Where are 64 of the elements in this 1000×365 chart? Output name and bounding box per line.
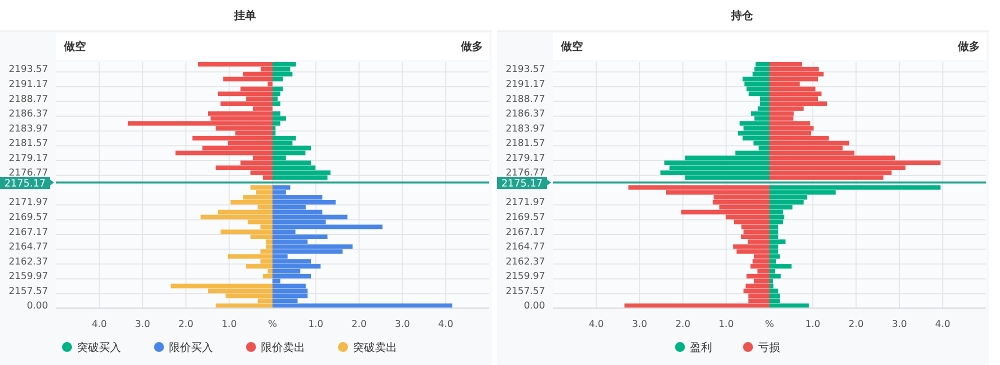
x-tick-label: 1.0 <box>718 319 734 330</box>
y-tick-label: 0.00 <box>524 300 545 312</box>
x-tick-label: 3.0 <box>892 319 907 330</box>
x-tick-label: 1.0 <box>805 319 820 330</box>
y-tick-label: 2162.37 <box>8 256 48 268</box>
legend-label: 突破买入 <box>77 341 121 354</box>
y-tick-label: 2188.77 <box>8 94 48 105</box>
y-tick-label: 2179.17 <box>8 152 48 164</box>
y-tick-label: 2175.17 <box>501 178 543 190</box>
y-tick-label: 2193.57 <box>8 64 48 76</box>
x-tick-label: 4.0 <box>92 319 107 330</box>
legend-label: 盈利 <box>690 341 712 354</box>
text: 做多 <box>957 40 980 53</box>
y-tick-label: 2167.17 <box>506 226 545 238</box>
y-tick-label: 2159.97 <box>506 271 545 282</box>
legend-label: 限价卖出 <box>261 341 305 354</box>
y-tick-label: 2171.97 <box>506 197 545 208</box>
y-tick-label: 2162.37 <box>506 256 545 268</box>
x-tick-label: 2.0 <box>178 319 194 330</box>
y-tick-label: 2157.57 <box>506 286 545 297</box>
y-tick-label: 2179.17 <box>506 152 545 164</box>
y-tick-label: 2188.77 <box>506 94 545 105</box>
x-tick-label: 2.0 <box>352 319 367 330</box>
x-tick-label: 3.0 <box>394 319 410 330</box>
y-tick-label: 2191.17 <box>506 78 545 90</box>
y-tick-label: 2193.57 <box>506 64 545 76</box>
y-tick-label: 2183.97 <box>8 123 48 134</box>
chart-title: 挂单 <box>233 9 256 22</box>
y-tick-label: 2167.17 <box>8 226 48 238</box>
y-tick-label: 2186.37 <box>8 108 48 120</box>
x-tick-label: 1.0 <box>308 319 324 330</box>
legend-label: 突破卖出 <box>353 341 397 354</box>
legend-label: 限价买入 <box>169 341 213 354</box>
legend-label: 亏损 <box>758 341 780 354</box>
x-tick-label: 3.0 <box>135 319 150 330</box>
x-tick-label: 4.0 <box>588 319 604 330</box>
x-tick-label: 4.0 <box>438 319 454 330</box>
x-tick-label: % <box>268 319 278 330</box>
x-tick-label: % <box>764 319 774 330</box>
y-tick-label: 2159.97 <box>8 271 48 282</box>
y-tick-label: 2191.17 <box>8 78 48 90</box>
y-tick-label: 2176.77 <box>8 168 48 179</box>
y-tick-label: 2181.57 <box>8 138 48 150</box>
y-tick-label: 2164.77 <box>8 242 48 253</box>
x-tick-label: 3.0 <box>632 319 648 330</box>
y-tick-label: 2186.37 <box>506 108 545 120</box>
y-tick-label: 2176.77 <box>506 168 545 179</box>
chart-title: 持仓 <box>730 9 754 22</box>
x-tick-label: 2.0 <box>848 319 864 330</box>
y-tick-label: 2181.57 <box>506 138 545 150</box>
y-tick-label: 2169.57 <box>8 212 48 224</box>
text: 做空 <box>63 40 86 53</box>
x-tick-label: 4.0 <box>935 319 950 330</box>
y-tick-label: 2164.77 <box>506 242 545 253</box>
y-tick-label: 2157.57 <box>8 286 48 297</box>
y-tick-label: 2183.97 <box>506 123 545 134</box>
y-tick-label: 2171.97 <box>8 197 48 208</box>
x-tick-label: 2.0 <box>675 319 690 330</box>
y-tick-label: 0.00 <box>26 300 48 312</box>
text: 做空 <box>560 40 583 53</box>
text: 做多 <box>460 40 483 53</box>
y-tick-label: 2175.17 <box>4 178 46 190</box>
y-tick-label: 2169.57 <box>506 212 545 224</box>
x-tick-label: 1.0 <box>222 319 237 330</box>
